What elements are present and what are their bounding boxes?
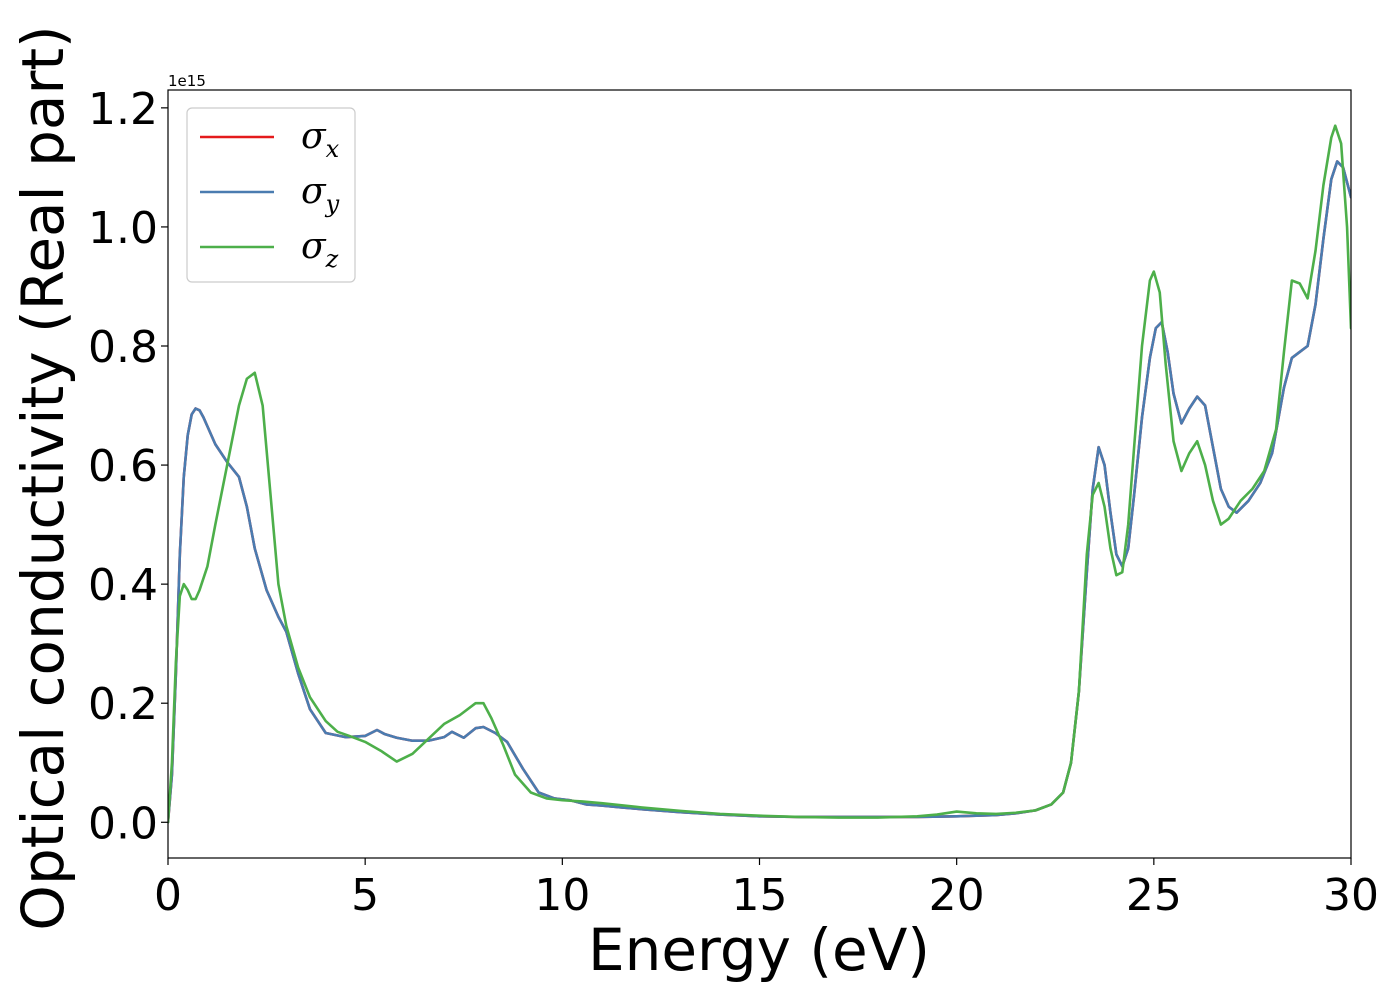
x-tick-label: 0 xyxy=(154,870,182,921)
legend-box xyxy=(186,107,356,283)
y-tick-label: 0.6 xyxy=(88,441,158,492)
y-axis-label: Optical conductivity (Real part) xyxy=(9,25,77,930)
x-tick-label: 5 xyxy=(351,870,379,921)
x-tick-label: 15 xyxy=(732,870,788,921)
y-tick-label: 0.4 xyxy=(88,560,158,611)
x-tick-label: 10 xyxy=(534,870,590,921)
y-tick-label: 1.2 xyxy=(88,84,158,135)
legend-label-subscript: y xyxy=(325,190,340,218)
legend-label-symbol: σ xyxy=(301,116,327,157)
x-tick-label: 20 xyxy=(929,870,985,921)
x-tick-label: 25 xyxy=(1126,870,1182,921)
axes-layer: 0 5 10 15 20 25 30 0.0 0.2 0.4 0.6 0.8 1.0 1.2 xyxy=(88,84,1379,921)
x-axis-label: Energy (eV) xyxy=(588,916,930,984)
legend-label-x: σx xyxy=(301,116,340,163)
legend-label-symbol: σ xyxy=(301,226,327,267)
legend-label-subscript: x xyxy=(326,135,340,163)
legend-label-z: σz xyxy=(301,226,339,273)
series-group xyxy=(168,124,1351,824)
y-tick-label: 0.0 xyxy=(88,798,158,849)
y-tick-label: 0.8 xyxy=(88,322,158,373)
y-tick-label: 0.2 xyxy=(88,679,158,730)
legend-label-symbol: σ xyxy=(301,171,327,212)
legend-label-y: σy xyxy=(301,171,340,218)
x-tick-label: 30 xyxy=(1323,870,1379,921)
legend-label-subscript: z xyxy=(325,245,339,273)
series-line-z xyxy=(168,124,1351,824)
y-tick-label: 1.0 xyxy=(88,203,158,254)
plot-layer xyxy=(168,124,1351,824)
y-axis-offset-label: 1e15 xyxy=(168,72,206,90)
